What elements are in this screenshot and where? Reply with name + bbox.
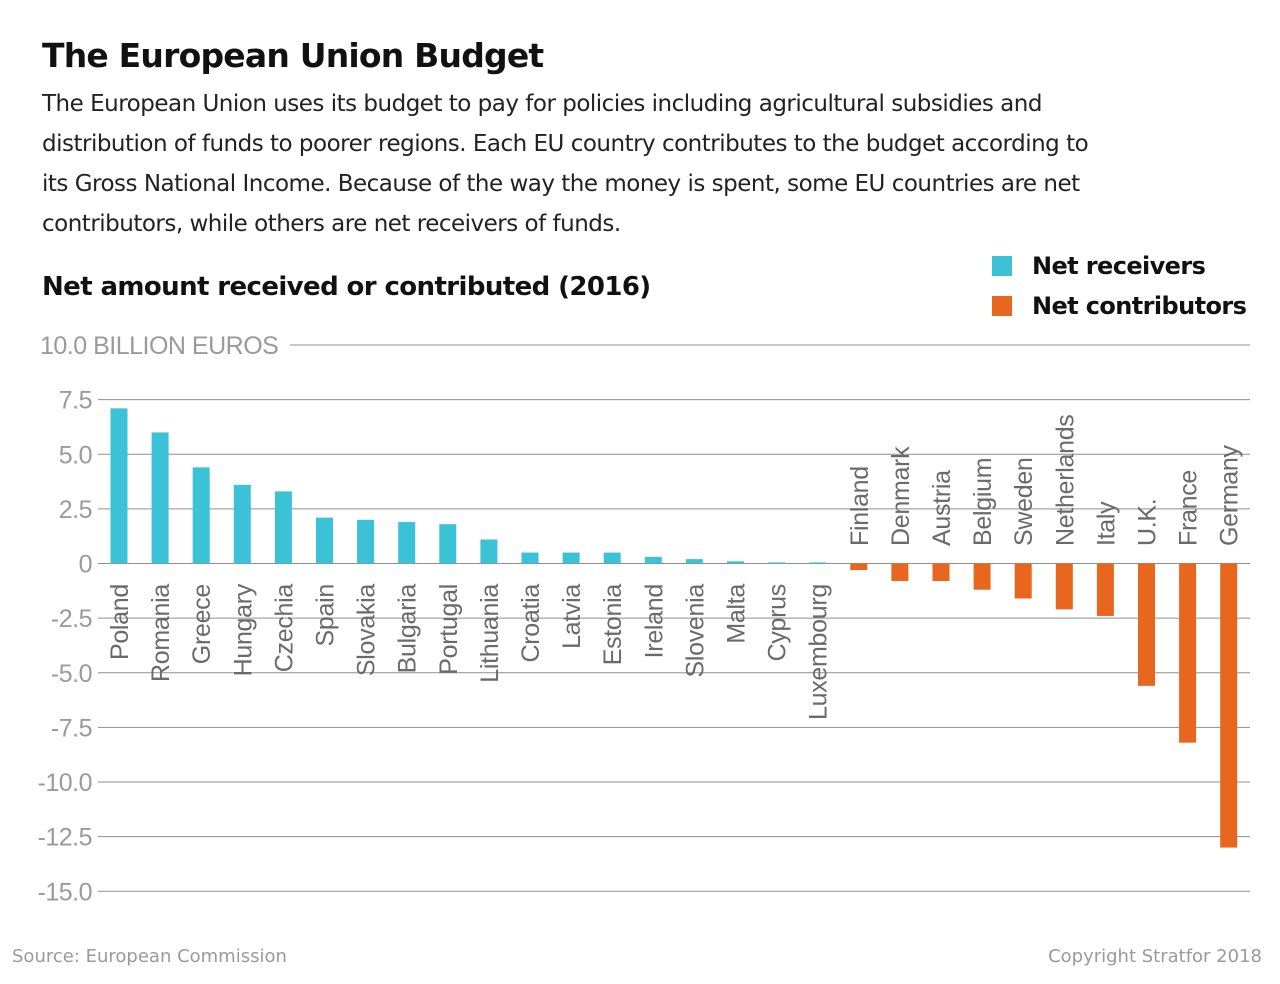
legend-swatch-net-contributors (992, 296, 1012, 316)
bar-slovenia (685, 559, 703, 564)
bar-france (1179, 563, 1197, 743)
category-label: Portugal (435, 584, 463, 675)
category-label: Sweden (1010, 457, 1038, 546)
category-label: Estonia (599, 584, 627, 666)
bar-finland (850, 563, 868, 571)
legend-label-net-contributors: Net contributors (1032, 292, 1247, 320)
description-line-4: contributors, while others are net recei… (42, 211, 621, 237)
category-label: Belgium (969, 458, 997, 546)
bar-croatia (521, 552, 539, 564)
y-tick-label: -15.0 (38, 878, 92, 906)
bar-austria (932, 563, 950, 581)
bar-italy (1096, 563, 1114, 616)
y-tick-label: 2.5 (59, 496, 92, 524)
bar-slovakia (357, 519, 375, 564)
category-label: Greece (188, 584, 216, 664)
bar-luxembourg (809, 562, 827, 564)
bar-latvia (562, 552, 580, 564)
y-tick-label: -10.0 (38, 769, 92, 797)
category-label: Netherlands (1051, 414, 1079, 546)
y-tick-label: -7.5 (51, 714, 92, 742)
source-note: Source: European Commission (12, 946, 287, 967)
legend-swatch-net-receivers (992, 256, 1012, 276)
category-label: Germany (1216, 444, 1244, 546)
bar-czechia (274, 491, 292, 564)
category-label: Finland (846, 466, 874, 546)
category-label: Poland (106, 584, 134, 660)
bar-hungary (233, 484, 251, 564)
legend-item-net-contributors: Net contributors (992, 286, 1262, 326)
bar-cyprus (768, 562, 786, 564)
bar-poland (110, 408, 128, 564)
category-label: Spain (312, 584, 340, 646)
y-tick-label: -5.0 (51, 660, 92, 688)
legend-label-net-receivers: Net receivers (1032, 252, 1206, 280)
y-tick-label: 5.0 (59, 441, 92, 469)
description-line-1: The European Union uses its budget to pa… (42, 91, 1042, 117)
bar-ireland (644, 556, 662, 564)
category-label: Czechia (270, 584, 298, 673)
category-label: Denmark (887, 446, 915, 546)
bar-spain (316, 517, 333, 564)
category-label: Croatia (517, 584, 545, 663)
bar-netherlands (1055, 563, 1073, 610)
chart-subtitle: Net amount received or contributed (2016… (42, 272, 651, 302)
description-line-2: distribution of funds to poorer regions.… (42, 131, 1089, 157)
bar-romania (151, 432, 169, 564)
category-label: Ireland (640, 584, 668, 658)
category-label: Lithuania (476, 584, 504, 683)
copyright-note: Copyright Stratfor 2018 (1048, 946, 1262, 967)
category-label: U.K. (1134, 499, 1162, 546)
y-tick-label: -2.5 (51, 605, 92, 633)
y-tick-label: -12.5 (38, 824, 92, 852)
bar-u-k (1138, 563, 1155, 686)
category-label: Luxembourg (805, 584, 833, 720)
category-label: Romania (147, 584, 175, 682)
category-label: Hungary (229, 583, 257, 676)
category-label: Slovakia (353, 584, 381, 676)
category-label: Slovenia (681, 584, 709, 678)
bar-germany (1220, 563, 1238, 848)
bar-belgium (973, 563, 991, 590)
bar-malta (727, 561, 744, 564)
category-label: France (1175, 470, 1203, 546)
category-label: Austria (928, 470, 956, 546)
bar-bulgaria (398, 521, 416, 564)
bar-lithuania (480, 539, 498, 564)
bar-estonia (603, 552, 621, 564)
bar-denmark (891, 563, 909, 581)
legend-item-net-receivers: Net receivers (992, 246, 1262, 286)
category-label: Latvia (558, 584, 586, 649)
y-tick-label: 0 (79, 551, 92, 579)
bar-sweden (1014, 563, 1032, 599)
category-label: Cyprus (764, 584, 792, 661)
category-label: Malta (723, 584, 751, 644)
chart-description: The European Union uses its budget to pa… (42, 84, 1242, 244)
description-line-3: its Gross National Income. Because of th… (42, 171, 1080, 197)
y-axis-label: 10.0 BILLION EUROS (40, 332, 278, 360)
category-label: Bulgaria (394, 584, 422, 674)
y-tick-label: 7.5 (59, 387, 92, 415)
category-label: Italy (1092, 501, 1120, 546)
bar-portugal (439, 524, 457, 564)
legend: Net receivers Net contributors (992, 246, 1262, 326)
chart-title: The European Union Budget (42, 36, 544, 75)
bar-greece (192, 467, 210, 564)
